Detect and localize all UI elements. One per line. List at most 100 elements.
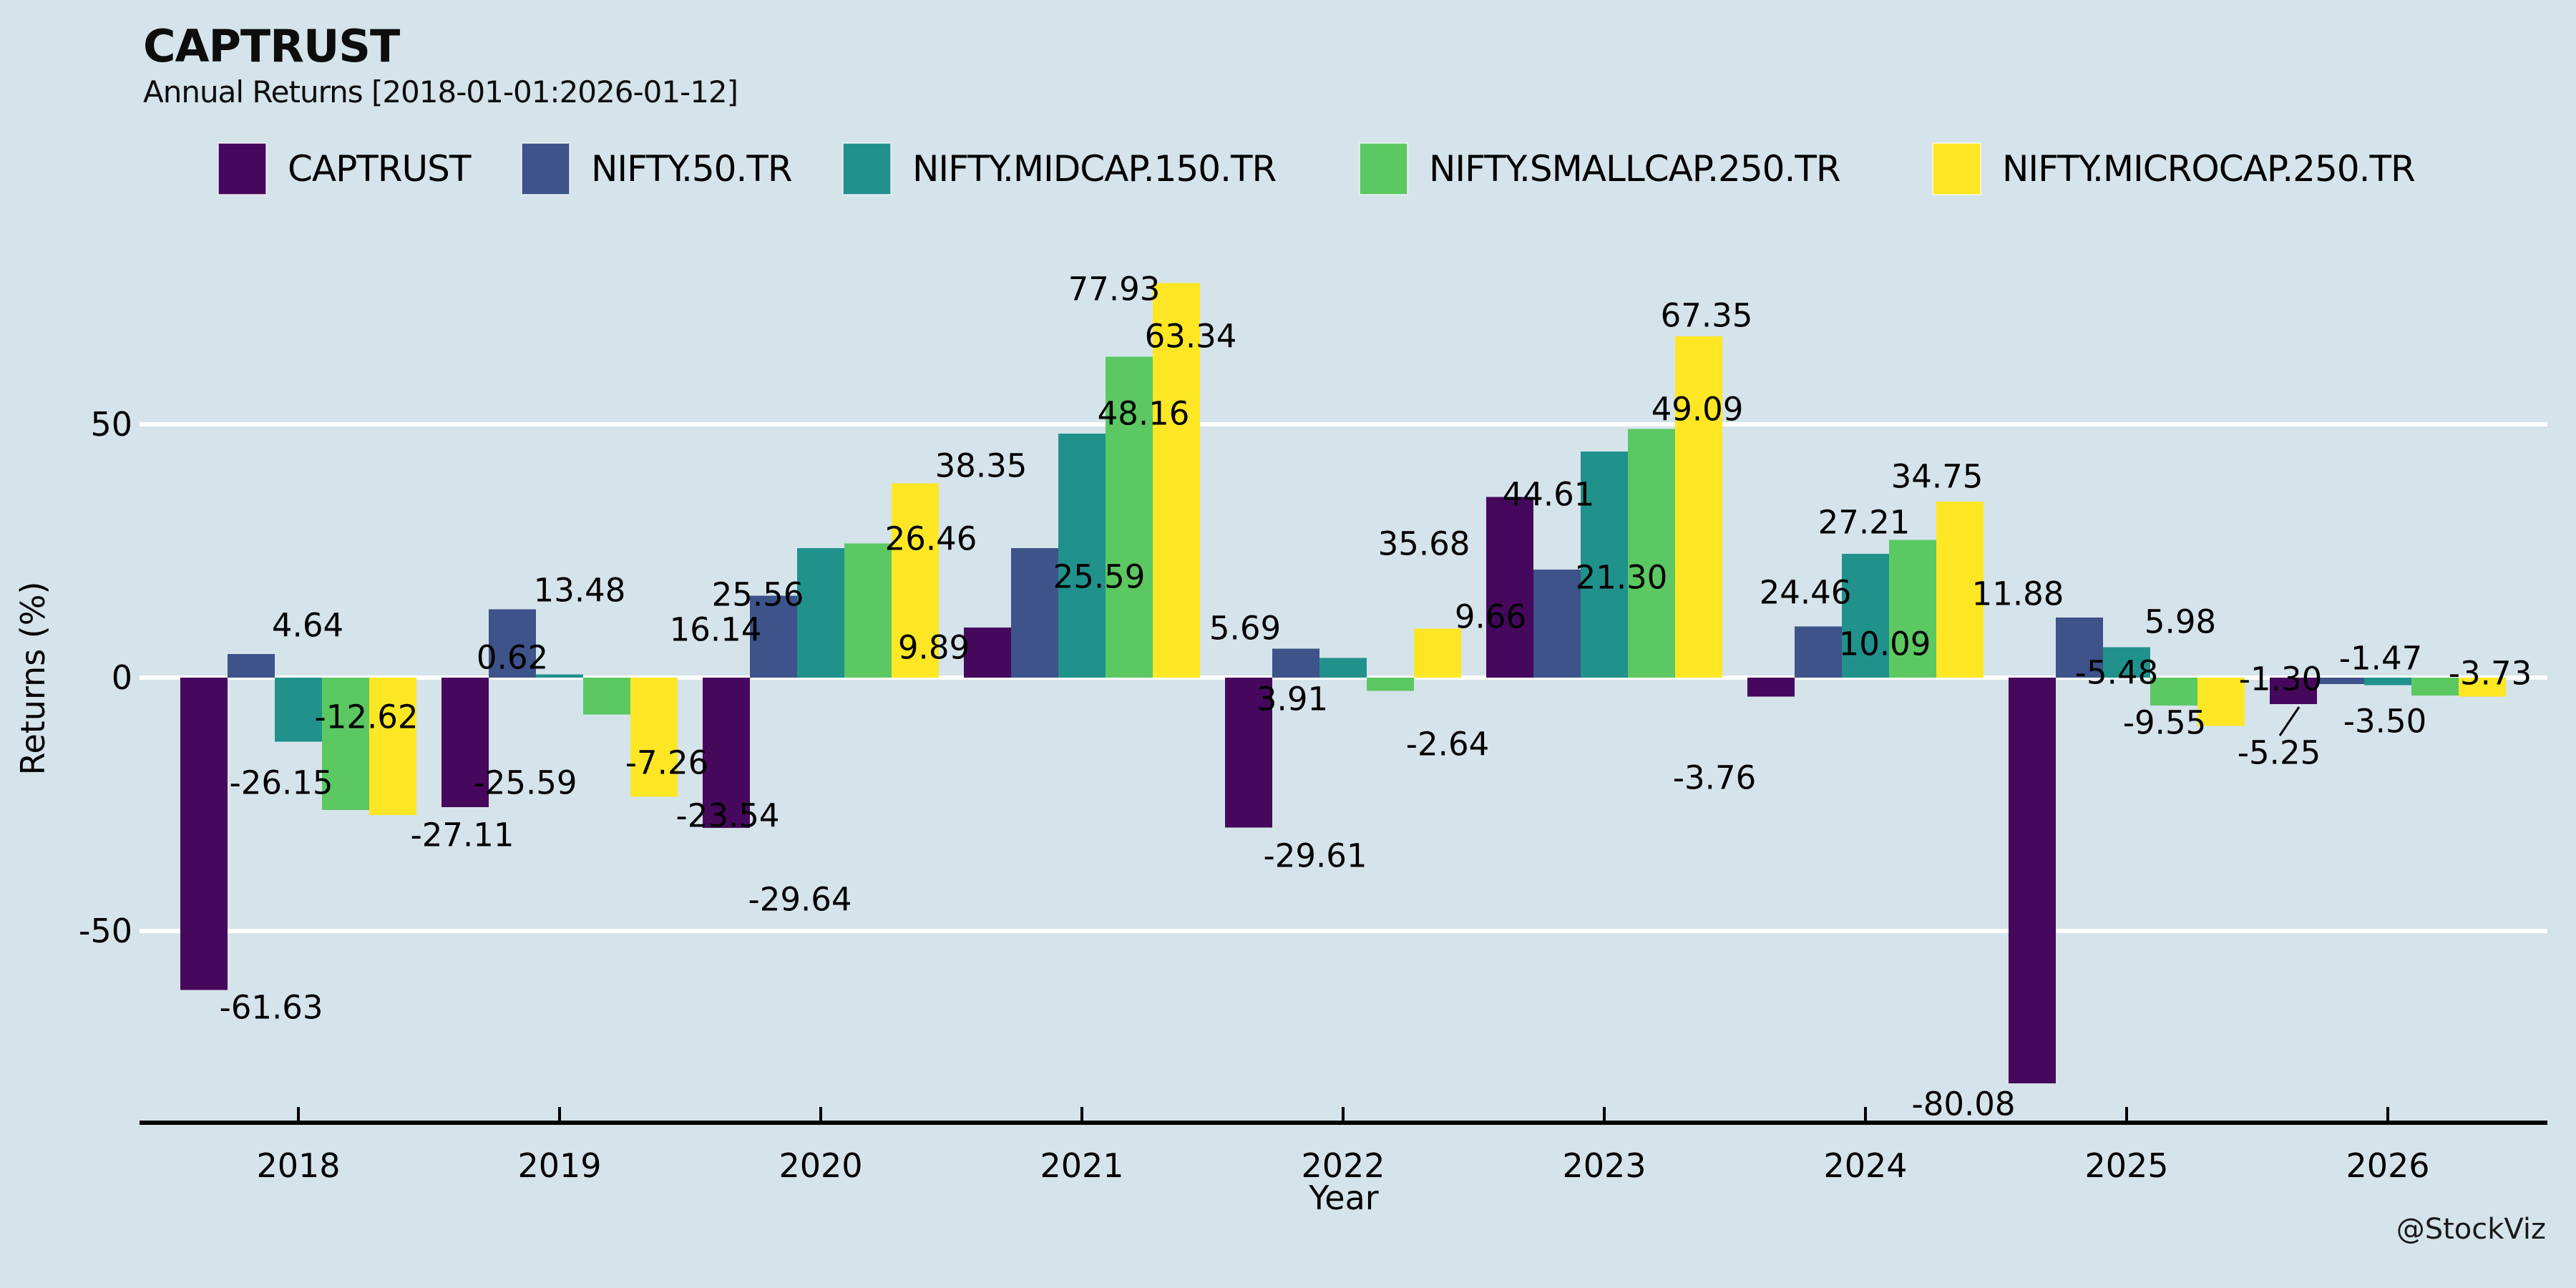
- bar: [797, 548, 844, 678]
- gridline-y-50: [140, 929, 2547, 933]
- bar: [369, 678, 416, 815]
- bar: [1486, 497, 1533, 678]
- x-tick: [297, 1107, 300, 1121]
- x-tick-label: 2018: [256, 1146, 340, 1185]
- bar-value-label: 11.88: [1972, 575, 2064, 613]
- bar-value-label: -5.25: [2238, 734, 2321, 772]
- bar: [1581, 452, 1628, 678]
- bar-value-label: -29.61: [1263, 837, 1367, 875]
- legend-label-NIFTY.MIDCAP.150.TR: NIFTY.MIDCAP.150.TR: [912, 148, 1277, 190]
- legend-swatch-NIFTY.MICROCAP.250.TR: [1932, 142, 1981, 195]
- bar-value-label: -3.50: [2343, 703, 2426, 741]
- bar-value-label: -3.76: [1673, 759, 1756, 797]
- stockviz-watermark: @StockViz: [2396, 1213, 2546, 1246]
- bar-value-label: 63.34: [1145, 318, 1237, 356]
- bar: [228, 654, 275, 678]
- bar: [1225, 678, 1272, 828]
- bar-value-label: 49.09: [1652, 391, 1744, 429]
- legend-label-NIFTY.MICROCAP.250.TR: NIFTY.MICROCAP.250.TR: [2002, 148, 2415, 190]
- y-axis-title: Returns (%): [14, 582, 52, 776]
- bar-value-label: 24.46: [1760, 574, 1852, 612]
- bar: [2459, 678, 2506, 697]
- y-tick-label: 50: [90, 405, 132, 444]
- bar-value-label: 35.68: [1378, 525, 1470, 563]
- label-leader-line: [2278, 706, 2301, 736]
- bar-value-label: 67.35: [1661, 297, 1753, 335]
- bar-value-label: -3.73: [2449, 655, 2532, 693]
- x-tick-label: 2020: [779, 1146, 862, 1185]
- bar: [275, 678, 322, 742]
- bar-value-label: 5.69: [1209, 610, 1281, 648]
- bar: [630, 678, 678, 797]
- bar: [2150, 678, 2197, 706]
- bar-value-label: -7.26: [625, 744, 708, 782]
- x-tick-label: 2024: [1823, 1146, 1907, 1185]
- bar-value-label: 0.62: [477, 639, 548, 677]
- bar: [1106, 356, 1153, 678]
- bar-value-label: 21.30: [1576, 559, 1668, 597]
- bar: [1414, 628, 1461, 678]
- x-tick: [558, 1107, 561, 1121]
- chart-title: CAPTRUST: [143, 20, 400, 72]
- bar: [2009, 678, 2056, 1083]
- value-labels-NIFTY.MIDCAP.150.TR: -12.62 0.62 25.56 48.16 3.91 44.61 24.46 5.98 -1…: [314, 395, 2422, 736]
- bar-value-label: 25.56: [712, 576, 804, 614]
- bar-value-label: 9.89: [898, 629, 970, 667]
- y-tick-label: -50: [79, 912, 132, 950]
- bar: [2197, 678, 2245, 726]
- bar: [964, 627, 1011, 678]
- x-tick: [1603, 1107, 1606, 1121]
- x-tick-label: 2021: [1040, 1146, 1123, 1185]
- bar: [322, 678, 369, 811]
- bar: [703, 678, 750, 828]
- x-tick: [2125, 1107, 2128, 1121]
- x-tick: [819, 1107, 822, 1121]
- bar: [1011, 547, 1058, 678]
- bar-value-label: 13.48: [534, 572, 626, 610]
- x-tick-label: 2019: [517, 1146, 601, 1185]
- y-tick-label: 0: [112, 658, 132, 697]
- series-NIFTY.SMALLCAP.250.TR: [322, 356, 2459, 811]
- bar: [2056, 617, 2103, 678]
- bar-value-label: -5.48: [2075, 654, 2158, 692]
- x-tick: [2386, 1107, 2389, 1121]
- bar: [1842, 553, 1889, 678]
- x-tick: [1080, 1107, 1083, 1121]
- bar-value-label: -27.11: [410, 816, 514, 854]
- x-axis-line: [140, 1121, 2547, 1125]
- bar-value-label: 44.61: [1503, 476, 1595, 514]
- bar: [1367, 678, 1414, 691]
- legend-swatch-NIFTY.50.TR: [521, 142, 570, 195]
- bar-value-label: -9.55: [2123, 704, 2206, 742]
- x-tick-label: 2026: [2346, 1146, 2429, 1185]
- bar: [180, 678, 228, 990]
- bar: [1628, 429, 1675, 678]
- bar: [892, 483, 939, 678]
- bar: [1795, 626, 1842, 678]
- bar-value-label: -12.62: [314, 698, 418, 736]
- bar: [1889, 540, 1936, 678]
- bar-value-label: -26.15: [229, 764, 333, 802]
- series-NIFTY.50.TR: [228, 547, 2364, 685]
- bar: [1936, 501, 1984, 678]
- bar-value-label: 38.35: [935, 447, 1028, 485]
- gridline-y50: [140, 422, 2547, 426]
- bar: [1153, 283, 1200, 678]
- legend-label-NIFTY.50.TR: NIFTY.50.TR: [591, 148, 792, 190]
- x-tick-label: 2022: [1301, 1146, 1385, 1185]
- legend: CAPTRUST NIFTY.50.TR NIFTY.MIDCAP.150.TR NI…: [218, 142, 2416, 195]
- bar-value-label: -80.08: [1911, 1085, 2015, 1123]
- x-tick: [1864, 1107, 1867, 1121]
- bar-value-label: 27.21: [1818, 504, 1911, 542]
- bar-value-label: -61.63: [219, 989, 323, 1027]
- series-NIFTY.MIDCAP.150.TR: [275, 434, 2411, 742]
- series-NIFTY.MICROCAP.250.TR: [369, 283, 2506, 815]
- bar: [2364, 678, 2411, 686]
- bar-value-label: 25.59: [1053, 558, 1146, 596]
- bar: [583, 678, 630, 715]
- bar-value-label: -29.64: [748, 881, 852, 919]
- bar: [750, 595, 797, 678]
- bar-value-label: 4.64: [272, 607, 343, 645]
- x-tick: [1342, 1107, 1345, 1121]
